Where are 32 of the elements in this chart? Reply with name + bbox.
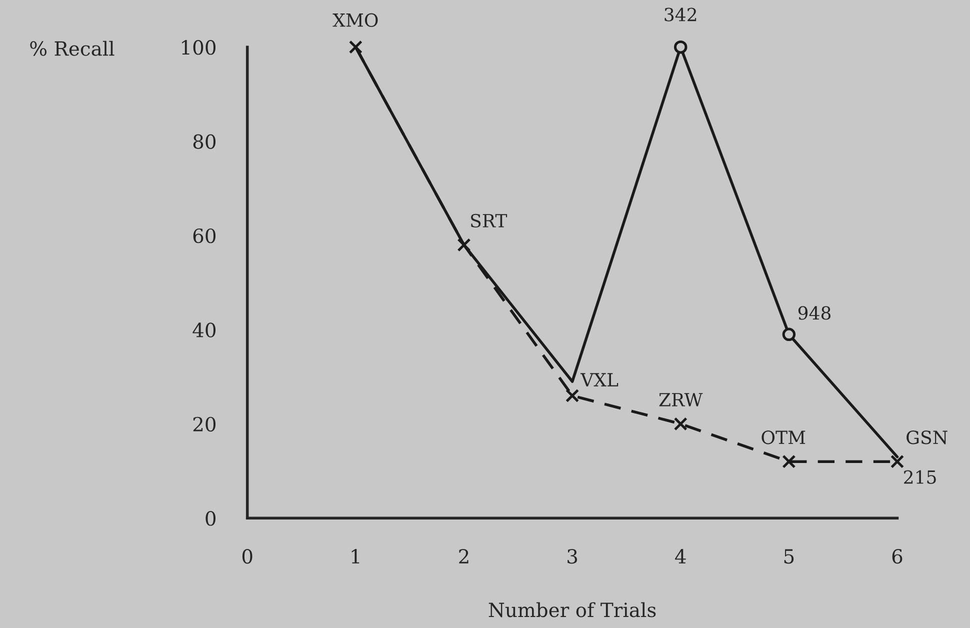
y-tick-label: 40 <box>192 322 216 338</box>
annotation: 215 <box>904 470 936 484</box>
x-tick-label: 4 <box>675 549 686 564</box>
point <box>782 328 796 342</box>
x-tick-label: 2 <box>459 549 468 564</box>
y-tick-label: 20 <box>193 416 216 432</box>
x-tick-label: 5 <box>784 549 794 564</box>
annotation: SRT <box>471 214 508 228</box>
point <box>782 454 796 468</box>
x-tick-label: 6 <box>892 549 902 564</box>
annotation: GSN <box>906 430 948 444</box>
annotation: VXL <box>580 373 618 386</box>
point <box>890 454 904 468</box>
point <box>674 417 688 431</box>
annotation: XMO <box>332 13 378 27</box>
annotation: ZRW <box>659 393 703 406</box>
x-axis-title: Number of Trials <box>488 602 656 618</box>
annotation: 948 <box>798 306 831 320</box>
point <box>674 40 688 54</box>
y-tick-label: 0 <box>206 511 216 526</box>
y-tick-label: 100 <box>182 40 216 55</box>
x-tick-label: 1 <box>352 549 360 564</box>
annotation: 342 <box>664 8 696 22</box>
x-tick-label: 0 <box>242 549 252 564</box>
y-tick-label: 80 <box>193 134 216 149</box>
point <box>457 238 471 252</box>
x-tick-label: 3 <box>568 549 578 564</box>
point <box>348 40 362 54</box>
y-axis-title: % Recall <box>30 40 114 56</box>
annotation: OTM <box>762 430 806 444</box>
y-tick-label: 60 <box>193 228 216 244</box>
point <box>565 388 580 402</box>
